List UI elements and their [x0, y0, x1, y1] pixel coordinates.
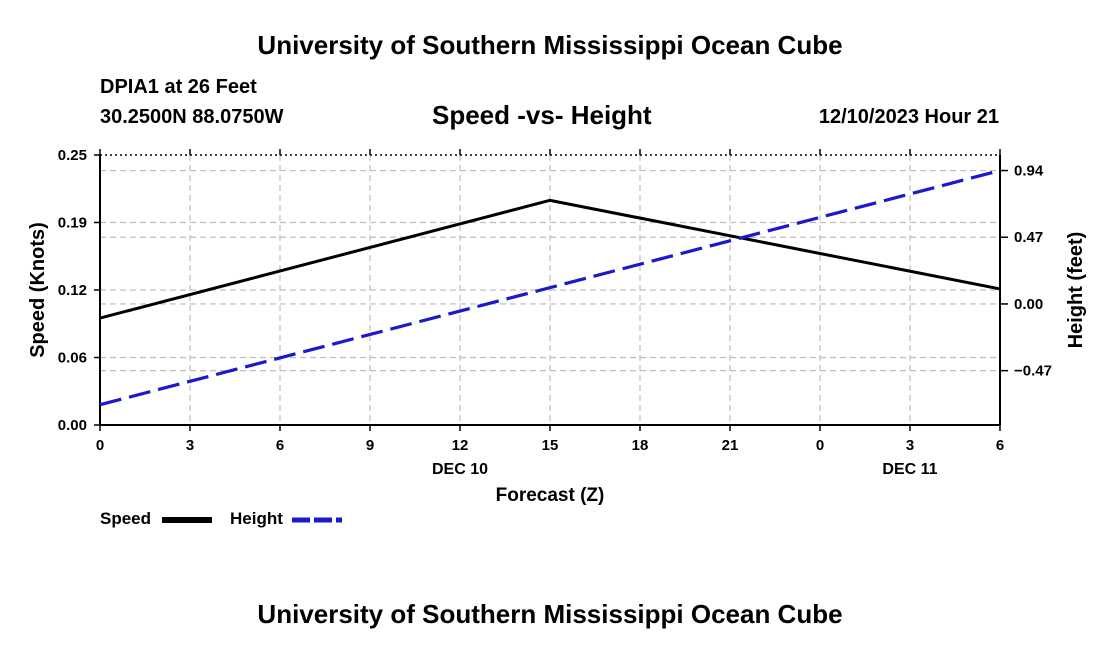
datetime-label: 12/10/2023 Hour 21 [818, 106, 999, 128]
y2-tick-label: 0.94 [1014, 163, 1044, 180]
legend-speed-label: Speed [100, 509, 152, 528]
x-axis-title: Forecast (Z) [496, 485, 605, 506]
y2-tick-label: −0.47 [1014, 363, 1052, 380]
series [99, 168, 1001, 407]
axis-labels: 0 3 6 9 12 15 18 21 0 3 6 DEC 10 DEC 11 Forecast (Z) 0… [27, 147, 1087, 506]
x-tick-label: 21 [722, 437, 739, 454]
y2-tick-label: 0.47 [1014, 229, 1043, 246]
x-tick-label: 6 [996, 437, 1004, 454]
y-axis-title: Speed (Knots) [27, 222, 49, 358]
date-label: DEC 11 [882, 461, 937, 478]
x-tick-label: 3 [906, 437, 914, 454]
chart-subtitle: Speed -vs- Height [432, 100, 652, 130]
y-tick-label: 0.25 [58, 147, 87, 164]
y-tick-label: 0.06 [58, 350, 87, 367]
legend-speed-swatch [162, 517, 212, 523]
x-tick-label: 15 [542, 437, 559, 454]
x-tick-label: 9 [366, 437, 374, 454]
x-tick-label: 18 [632, 437, 649, 454]
y-tick-label: 0.19 [58, 215, 87, 232]
series-line-height [99, 168, 1001, 407]
x-tick-label: 12 [452, 437, 469, 454]
station-label: DPIA1 at 26 Feet [100, 76, 257, 98]
main-title: University of Southern Mississippi Ocean… [257, 30, 843, 60]
axes [94, 149, 1008, 431]
legend-height-label: Height [230, 509, 283, 528]
x-tick-label: 0 [96, 437, 104, 454]
y2-tick-label: 0.00 [1014, 296, 1043, 313]
x-tick-label: 0 [816, 437, 824, 454]
grid [100, 155, 1000, 425]
legend-height-swatch [292, 517, 342, 523]
coordinates-label: 30.2500N 88.0750W [100, 106, 284, 128]
x-tick-label: 3 [186, 437, 194, 454]
series-line-speed [99, 198, 1001, 320]
x-tick-label: 6 [276, 437, 284, 454]
y2-axis-title: Height (feet) [1065, 232, 1087, 349]
y-tick-label: 0.00 [58, 417, 87, 434]
date-label: DEC 10 [432, 461, 488, 478]
bottom-title: University of Southern Mississippi Ocean… [257, 599, 843, 629]
y-tick-label: 0.12 [58, 282, 87, 299]
